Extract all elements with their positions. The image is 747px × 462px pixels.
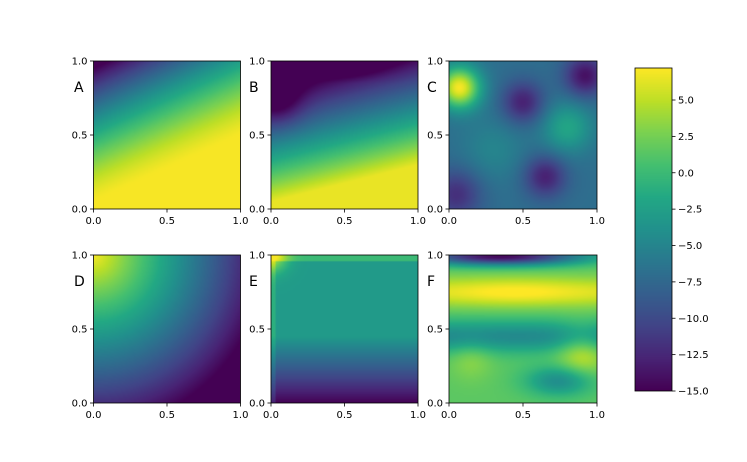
- y-tick-label: 0.5: [427, 131, 443, 142]
- panel-label-e: E: [249, 274, 258, 290]
- heatmap-a: [93, 61, 241, 209]
- y-tick-label: 0.0: [249, 399, 265, 410]
- colorbar: −15.0 −12.5 −10.0 −7.5 −5.0 −2.5 0.0 2.5 5.0: [634, 67, 709, 398]
- colorbar-tick-label: −5.0: [678, 241, 702, 252]
- x-tick-label: 1.0: [233, 410, 249, 421]
- y-tick-label: 1.0: [249, 57, 265, 68]
- colorbar-tick-label: −7.5: [678, 277, 702, 288]
- colorbar-tick-label: 0.0: [678, 168, 694, 179]
- heatmap-d: [93, 255, 241, 403]
- panel-d: 0.0 0.5 1.0 0.0 0.5 1.0 D: [72, 251, 249, 422]
- y-tick-label: 0.0: [72, 399, 88, 410]
- x-tick-label: 0.5: [159, 216, 175, 227]
- panel-a: 0.0 0.5 1.0 0.0 0.5 1.0 A: [72, 57, 249, 228]
- panel-label-d: D: [74, 274, 85, 290]
- x-tick-label: 1.0: [589, 410, 605, 421]
- x-tick-label: 0.5: [337, 216, 353, 227]
- colorbar-frame: [634, 67, 673, 392]
- x-tick-label: 0.5: [515, 410, 531, 421]
- x-tick-label: 0.5: [337, 410, 353, 421]
- colorbar-tick-label: −15.0: [678, 387, 709, 398]
- colorbar-tick-label: 5.0: [678, 96, 694, 107]
- colorbar-tick-label: −10.0: [678, 314, 709, 325]
- panel-f: 0.0 0.5 1.0 0.0 0.5 1.0 F: [427, 251, 605, 422]
- panel-e: 0.0 0.5 1.0 0.0 0.5 1.0 E: [249, 251, 426, 422]
- heatmap-f: [449, 255, 597, 403]
- y-tick-label: 0.0: [72, 205, 88, 216]
- y-tick-label: 0.0: [427, 205, 443, 216]
- colorbar-gradient: [635, 68, 672, 391]
- y-tick-label: 1.0: [72, 251, 88, 262]
- y-tick-label: 1.0: [427, 57, 443, 68]
- panels-layer: 0.0 0.5 1.00.00.51.0A0.0 0.5 1.00.00.51.0B0.…: [72, 57, 605, 422]
- colorbar-tick-label: −2.5: [678, 205, 702, 216]
- y-tick-label: 0.5: [427, 325, 443, 336]
- y-tick-label: 0.0: [427, 399, 443, 410]
- x-tick-label: 0.5: [515, 216, 531, 227]
- panel-b: 0.0 0.5 1.0 0.0 0.5 1.0 B: [249, 57, 426, 228]
- x-tick-label: 0.0: [263, 216, 279, 227]
- colorbar-tick-label: 2.5: [678, 132, 694, 143]
- panel-label-b: B: [249, 80, 259, 96]
- y-tick-label: 0.5: [249, 325, 265, 336]
- panel-label-c: C: [427, 80, 437, 96]
- x-tick-label: 1.0: [410, 410, 426, 421]
- x-tick-label: 0.0: [263, 410, 279, 421]
- x-tick-label: 0.0: [86, 216, 102, 227]
- x-tick-label: 0.0: [441, 216, 457, 227]
- panel-label-f: F: [427, 274, 435, 290]
- x-tick-label: 1.0: [410, 216, 426, 227]
- y-tick-label: 0.5: [72, 325, 88, 336]
- y-tick-label: 1.0: [249, 251, 265, 262]
- heatmap-b: [271, 61, 418, 209]
- x-tick-label: 0.0: [86, 410, 102, 421]
- colorbar-tick-label: −12.5: [678, 350, 709, 361]
- panel-label-a: A: [74, 80, 84, 96]
- panel-c: 0.0 0.5 1.0 0.0 0.5 1.0 C: [427, 57, 605, 228]
- x-tick-label: 1.0: [233, 216, 249, 227]
- heatmap-e: [271, 255, 418, 403]
- y-tick-label: 1.0: [72, 57, 88, 68]
- y-tick-label: 0.5: [72, 131, 88, 142]
- y-tick-label: 0.0: [249, 205, 265, 216]
- x-tick-label: 0.5: [159, 410, 175, 421]
- x-tick-label: 0.0: [441, 410, 457, 421]
- y-tick-label: 0.5: [249, 131, 265, 142]
- x-tick-label: 1.0: [589, 216, 605, 227]
- y-tick-label: 1.0: [427, 251, 443, 262]
- heatmap-c: [449, 61, 597, 209]
